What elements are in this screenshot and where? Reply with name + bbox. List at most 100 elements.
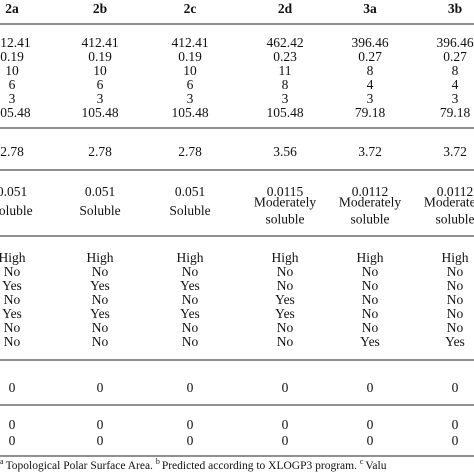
cell: 105.48 [0,105,31,120]
cell: 2.78 [0,144,24,159]
cell: High [177,250,204,265]
cell: 0 [282,417,289,432]
column-header: 3a [363,1,377,16]
column-header: 2b [93,1,107,16]
cell: 0.27 [358,49,382,64]
cell: 0 [9,380,16,395]
cell: 0 [452,433,459,448]
cell: No [182,320,199,335]
cell: Yes [180,278,200,293]
column-header: 3b [448,1,462,16]
cell: 6 [97,77,104,92]
cell: 2.78 [88,144,112,159]
cell: 105.48 [81,105,118,120]
cell: 3.56 [273,144,297,159]
cell: 0 [187,417,194,432]
cell: 0.19 [0,49,24,64]
cell: No [277,264,294,279]
cell: 0.051 [85,184,115,199]
cell: No [277,278,294,293]
cell: 0.0112 [437,184,474,199]
cell: 0 [282,433,289,448]
cell: 6 [187,77,194,92]
cell: 3.72 [443,144,467,159]
cell: Soluble [169,203,210,218]
cell: 0 [367,417,374,432]
cell: 0.19 [88,49,112,64]
cell: Yes [90,306,110,321]
cell: soluble [436,212,474,227]
cell: 105.48 [171,105,208,120]
cell: 0 [187,433,194,448]
column-header: 2a [5,1,19,16]
footnote-mark: b [156,457,160,466]
cell: 412.41 [171,35,208,50]
cell: 3 [282,91,289,106]
column-header: 2c [184,1,197,16]
cell: No [447,278,464,293]
cell: 8 [367,63,374,78]
cell: High [357,250,384,265]
cell: 11 [279,63,292,78]
cell: 3 [97,91,104,106]
cell: No [182,292,199,307]
cell: 6 [9,77,16,92]
cell: Moderately [254,195,316,210]
cell: Yes [360,334,380,349]
cell: No [362,292,379,307]
cell: 3 [9,91,16,106]
cell: 412.41 [81,35,118,50]
cell: No [447,320,464,335]
cell: 412.41 [0,35,31,50]
cell: No [277,320,294,335]
cell: Moderately [339,195,401,210]
footnote: a Topological Polar Surface Area. b Predic… [0,457,387,472]
cell: Yes [275,292,295,307]
cell: 0 [9,433,16,448]
cell: Yes [2,306,22,321]
cell: 0 [97,380,104,395]
cell: 0.23 [273,49,297,64]
cell: 8 [452,63,459,78]
cell: 8 [282,77,289,92]
cell: No [362,306,379,321]
cell: 0 [367,380,374,395]
cell: No [182,264,199,279]
cell: 79.18 [355,105,386,120]
cell: 0 [187,380,194,395]
cell: 396.46 [436,35,473,50]
cell: Soluble [0,203,33,218]
footnote-text: Topological Polar Surface Area. [6,460,153,472]
cell: 79.18 [440,105,471,120]
cell: No [362,278,379,293]
cell: No [92,334,109,349]
cell: 10 [93,63,107,78]
cell: 0.27 [443,49,467,64]
cell: No [447,292,464,307]
cell: 0 [9,417,16,432]
cell: 0 [97,433,104,448]
cell: 0 [452,380,459,395]
cell: No [182,334,199,349]
cell: No [447,264,464,279]
cell: 0.19 [178,49,202,64]
cell: No [4,264,21,279]
cell: 0.0115 [267,184,304,199]
cell: No [92,264,109,279]
cell: soluble [266,212,305,227]
cell: 0 [367,433,374,448]
cell: 105.48 [266,105,303,120]
cell: No [447,306,464,321]
footnote-mark: a [0,457,4,466]
cell: Soluble [79,203,120,218]
cell: Yes [275,306,295,321]
cell: High [442,250,469,265]
cell: 3 [452,91,459,106]
cell: No [4,292,21,307]
cell: No [4,320,21,335]
footnote-mark: c [360,457,364,466]
cell: soluble [351,212,390,227]
cell: 0 [97,417,104,432]
cell: 0 [452,417,459,432]
